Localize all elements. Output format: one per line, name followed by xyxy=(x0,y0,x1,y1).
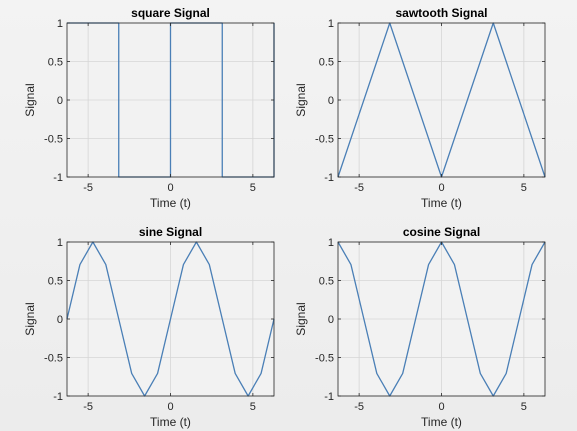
chart-title: sine Signal xyxy=(139,225,202,239)
x-axis-label: Time (t) xyxy=(150,415,191,429)
subplot-4: -5 0 5 -1 -0.5 0 0.5 1 cosine Signal Time (t) Sign… xyxy=(294,225,545,429)
y-axis-label: Signal xyxy=(294,83,308,116)
y-tick-label: -1 xyxy=(53,391,63,403)
y-tick-label: 1 xyxy=(328,18,334,30)
subplot-3: -5 0 5 -1 -0.5 0 0.5 1 sine Signal Time (t) Signal xyxy=(23,225,274,429)
chart-title: sawtooth Signal xyxy=(395,6,487,20)
x-tick-label: 0 xyxy=(438,182,444,194)
y-tick-label: -1 xyxy=(53,172,63,184)
y-tick-label: -0.5 xyxy=(44,134,63,146)
x-axis-label: Time (t) xyxy=(421,415,462,429)
y-tick-label: 0.5 xyxy=(48,57,63,69)
y-tick-label: -1 xyxy=(324,391,334,403)
y-axis-label: Signal xyxy=(294,302,308,335)
y-axis-label: Signal xyxy=(23,302,37,335)
y-tick-label: 0.5 xyxy=(319,57,334,69)
x-tick-label: 0 xyxy=(167,401,173,413)
y-tick-label: 1 xyxy=(57,18,63,30)
x-tick-label: -5 xyxy=(354,182,364,194)
y-tick-label: 0 xyxy=(57,95,63,107)
x-tick-label: 0 xyxy=(167,182,173,194)
x-tick-label: 5 xyxy=(250,401,256,413)
y-tick-label: 0 xyxy=(328,314,334,326)
x-tick-label: 5 xyxy=(521,182,527,194)
subplot-1: -5 0 5 -1 -0.5 0 0.5 1 square Signal Time (t) Sign… xyxy=(23,6,274,210)
x-tick-label: 0 xyxy=(438,401,444,413)
x-axis-label: Time (t) xyxy=(421,196,462,210)
subplot-2: -5 0 5 -1 -0.5 0 0.5 1 sawtooth Signal Time (t) Si… xyxy=(294,6,545,210)
y-tick-label: -0.5 xyxy=(44,353,63,365)
x-tick-label: 5 xyxy=(250,182,256,194)
y-tick-label: 0 xyxy=(57,314,63,326)
x-tick-label: -5 xyxy=(354,401,364,413)
y-tick-label: -0.5 xyxy=(315,353,334,365)
chart-title: cosine Signal xyxy=(403,225,480,239)
x-axis-label: Time (t) xyxy=(150,196,191,210)
y-axis-label: Signal xyxy=(23,83,37,116)
y-tick-label: 0 xyxy=(328,95,334,107)
x-tick-label: 5 xyxy=(521,401,527,413)
y-tick-label: -1 xyxy=(324,172,334,184)
x-tick-label: -5 xyxy=(83,182,93,194)
y-tick-label: 1 xyxy=(328,237,334,249)
chart-title: square Signal xyxy=(131,6,210,20)
y-tick-label: 1 xyxy=(57,237,63,249)
y-tick-label: 0.5 xyxy=(48,276,63,288)
x-tick-label: -5 xyxy=(83,401,93,413)
y-tick-label: -0.5 xyxy=(315,134,334,146)
y-tick-label: 0.5 xyxy=(319,276,334,288)
